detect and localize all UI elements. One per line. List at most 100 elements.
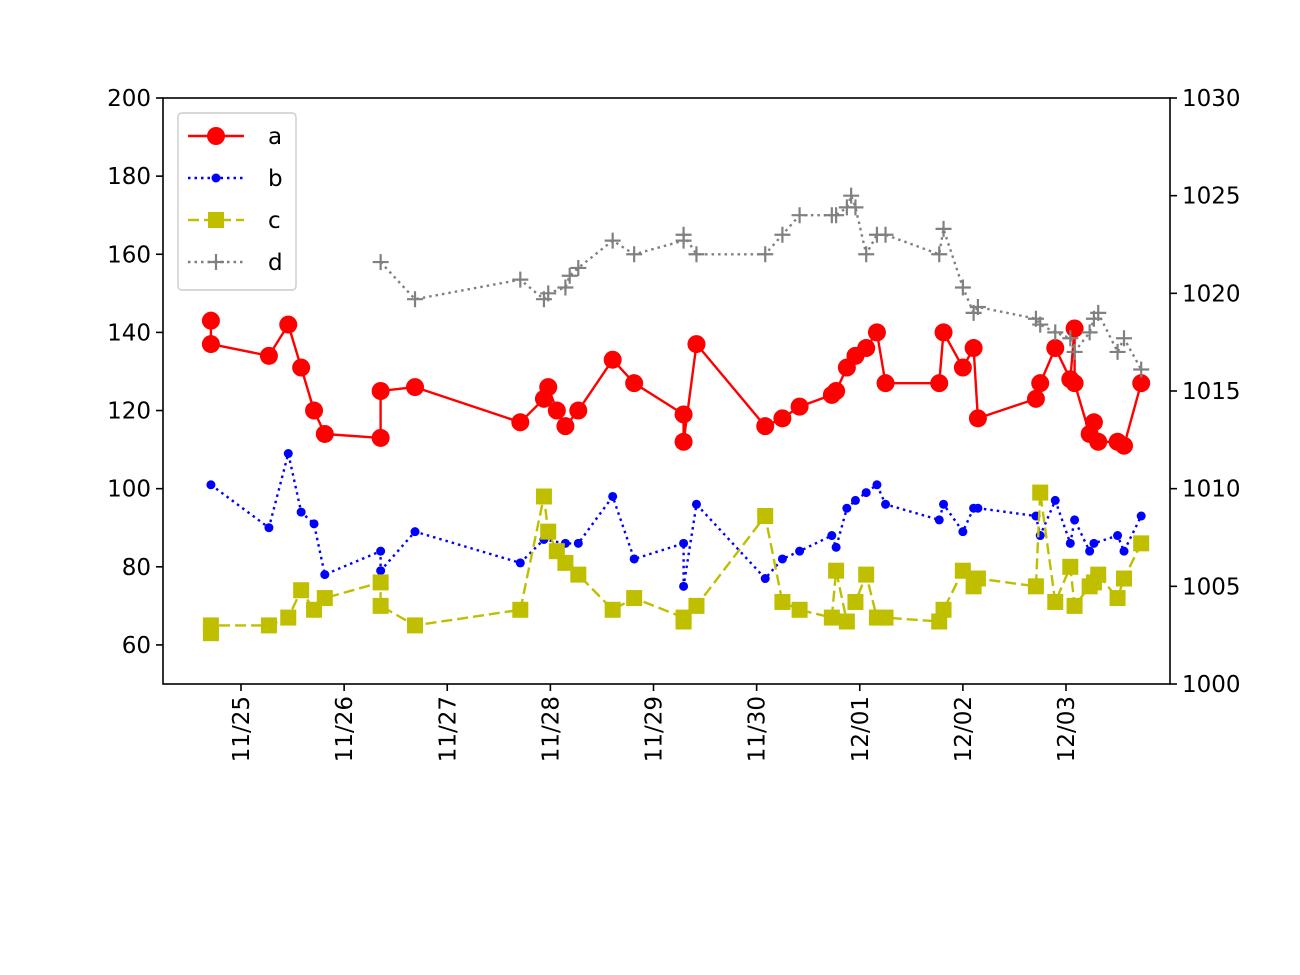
series-b-point-6 bbox=[376, 546, 386, 556]
series-c-point-11 bbox=[535, 488, 552, 505]
series-d-point-31 bbox=[1047, 324, 1064, 341]
series-c-point-15 bbox=[570, 566, 587, 583]
series-d-point-38 bbox=[1116, 330, 1133, 347]
series-d-point-34 bbox=[1081, 324, 1098, 341]
series-d-point-33 bbox=[1066, 343, 1083, 360]
series-b-point-13 bbox=[608, 491, 618, 501]
series-d-point-14 bbox=[774, 226, 791, 243]
series-a-point-14 bbox=[556, 417, 575, 436]
series-a-point-7 bbox=[371, 428, 390, 447]
series-c-point-32 bbox=[935, 601, 952, 618]
series-a-point-19 bbox=[674, 432, 693, 451]
series-a-point-35 bbox=[968, 409, 987, 428]
right-y-tick-label: 1000 bbox=[1182, 672, 1241, 698]
right-y-tick-label: 1005 bbox=[1182, 574, 1241, 600]
series-a-point-46 bbox=[1115, 436, 1134, 455]
series-b-point-41 bbox=[1119, 546, 1129, 556]
series-a-point-41 bbox=[1065, 374, 1084, 393]
left-y-tick-label: 100 bbox=[107, 477, 151, 503]
legend-label-a: a bbox=[268, 124, 282, 150]
series-a-point-37 bbox=[1031, 374, 1050, 393]
series-b-point-24 bbox=[850, 495, 860, 505]
series-b-point-0 bbox=[206, 480, 216, 490]
series-c-point-12 bbox=[540, 523, 557, 540]
series-c-point-27 bbox=[847, 593, 864, 610]
series-layer bbox=[201, 187, 1151, 642]
series-b-point-17 bbox=[691, 499, 701, 509]
series-d-point-15 bbox=[791, 207, 808, 224]
series-a-point-29 bbox=[867, 323, 886, 342]
left-y-tick-label: 120 bbox=[107, 399, 151, 425]
series-d-point-25 bbox=[935, 220, 952, 237]
right-y-tick-label: 1015 bbox=[1182, 379, 1241, 405]
series-b-point-5 bbox=[320, 570, 330, 580]
series-c-point-40 bbox=[1066, 597, 1083, 614]
series-b-point-28 bbox=[934, 515, 944, 525]
series-a-point-9 bbox=[406, 378, 425, 397]
series-d-point-11 bbox=[675, 226, 692, 243]
right-y-tick-label: 1025 bbox=[1182, 184, 1241, 210]
x-tick-label: 12/03 bbox=[1054, 696, 1080, 762]
series-a-point-40 bbox=[1065, 319, 1084, 338]
left-y-axis: 60 80 100 120 140 160 180 200 bbox=[107, 86, 163, 659]
series-d bbox=[372, 187, 1150, 378]
left-y-tick-label: 200 bbox=[107, 86, 151, 112]
series-a-point-13 bbox=[547, 401, 566, 420]
legend-box bbox=[177, 112, 297, 291]
series-a-point-33 bbox=[953, 358, 972, 377]
series-a-point-28 bbox=[857, 339, 876, 358]
series-a-point-2 bbox=[259, 346, 278, 365]
series-a-point-31 bbox=[930, 374, 949, 393]
series-c-point-6 bbox=[316, 590, 333, 607]
x-tick-label: 11/25 bbox=[229, 696, 255, 762]
series-c-point-8 bbox=[372, 597, 389, 614]
left-y-tick-label: 140 bbox=[107, 320, 151, 346]
series-b-point-1 bbox=[264, 523, 274, 533]
series-c-point-44 bbox=[1109, 590, 1126, 607]
series-b-point-27 bbox=[881, 499, 891, 509]
series-d-point-7 bbox=[570, 259, 587, 276]
series-c-point-35 bbox=[969, 570, 986, 587]
series-c-point-28 bbox=[858, 566, 875, 583]
series-d-point-37 bbox=[1109, 343, 1126, 360]
series-a-point-23 bbox=[790, 397, 809, 416]
legend-entry-b: b bbox=[188, 166, 283, 192]
right-y-tick-label: 1010 bbox=[1182, 477, 1241, 503]
series-a-point-3 bbox=[279, 315, 298, 334]
series-b-point-14 bbox=[629, 554, 639, 564]
series-b-point-29 bbox=[939, 499, 949, 509]
legend-entry-d: d bbox=[188, 250, 283, 276]
right-y-tick-label: 1020 bbox=[1182, 281, 1241, 307]
series-d-point-23 bbox=[877, 226, 894, 243]
series-b-point-25 bbox=[861, 488, 871, 498]
series-a-point-12 bbox=[539, 378, 558, 397]
series-a-point-10 bbox=[511, 413, 530, 432]
series-a-point-47 bbox=[1132, 374, 1151, 393]
legend-label-c: c bbox=[268, 208, 281, 234]
series-c-point-36 bbox=[1027, 578, 1044, 595]
x-tick-label: 11/26 bbox=[332, 696, 358, 762]
legend-label-b: b bbox=[268, 166, 283, 192]
series-c-point-22 bbox=[774, 593, 791, 610]
series-b-point-36 bbox=[1065, 538, 1075, 548]
series-d-point-21 bbox=[858, 246, 875, 263]
series-b-point-3 bbox=[296, 507, 306, 517]
legend-label-d: d bbox=[268, 250, 283, 276]
series-a-point-43 bbox=[1084, 413, 1103, 432]
series-b-point-2 bbox=[283, 449, 293, 459]
series-c-point-21 bbox=[757, 508, 774, 525]
series-a-point-36 bbox=[1026, 389, 1045, 408]
series-a-point-34 bbox=[964, 339, 983, 358]
series-d-point-12 bbox=[688, 246, 705, 263]
series-b-point-38 bbox=[1085, 546, 1095, 556]
series-c-point-1 bbox=[202, 617, 219, 634]
series-d-point-1 bbox=[407, 291, 424, 308]
series-a-point-0 bbox=[201, 311, 220, 330]
series-d-point-36 bbox=[1090, 304, 1107, 321]
series-a-point-1 bbox=[201, 335, 220, 354]
series-c-point-20 bbox=[688, 597, 705, 614]
series-b-point-40 bbox=[1113, 531, 1123, 541]
series-c-point-14 bbox=[557, 554, 574, 571]
